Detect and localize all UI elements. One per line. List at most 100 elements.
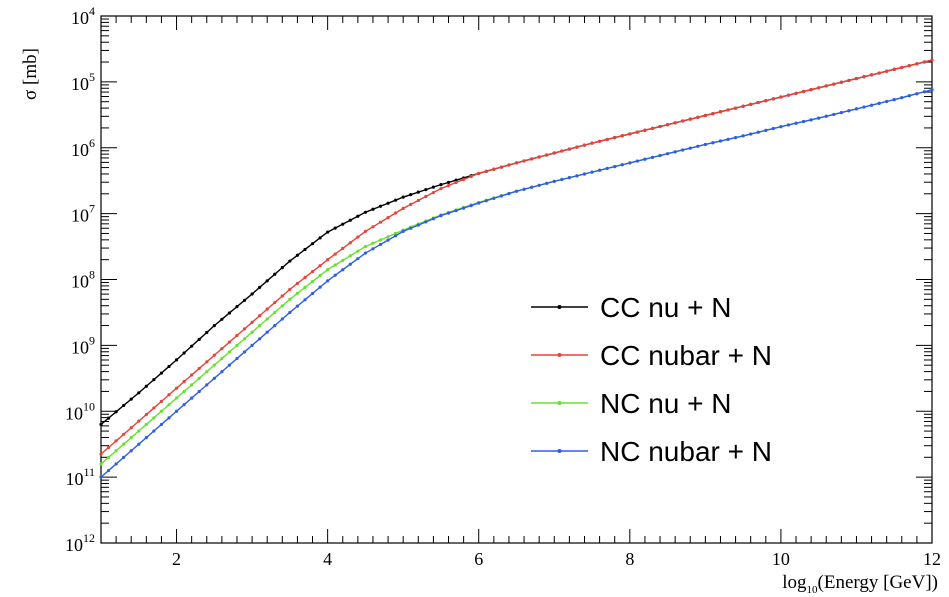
data-point <box>431 190 435 195</box>
data-point <box>801 119 806 124</box>
data-point <box>348 241 352 245</box>
data-point <box>205 330 209 335</box>
y-tick-label: 1011 <box>65 465 95 489</box>
data-point <box>907 64 911 68</box>
data-point <box>258 337 262 341</box>
data-point <box>922 90 927 94</box>
data-point <box>197 389 201 394</box>
data-point <box>137 429 141 433</box>
data-point <box>900 96 904 100</box>
x-tick-label: 2 <box>172 549 181 569</box>
y-tick-label: 106 <box>71 136 95 160</box>
data-point <box>401 195 405 199</box>
data-point <box>703 142 707 147</box>
series-nc-nubar-n <box>99 88 934 479</box>
data-point <box>129 436 133 440</box>
data-point <box>167 416 171 420</box>
data-point <box>477 171 481 176</box>
data-point <box>242 337 247 341</box>
data-point <box>696 115 700 119</box>
data-point <box>703 113 707 118</box>
data-point <box>469 203 473 208</box>
x-axis-title-rest: (Energy [GeV]) <box>818 572 938 593</box>
data-point <box>182 351 186 355</box>
data-point <box>930 58 934 62</box>
data-point <box>326 279 330 283</box>
data-point <box>190 396 194 400</box>
y-tick-label: 1012 <box>65 531 95 555</box>
data-point <box>446 183 451 188</box>
data-point <box>900 65 904 70</box>
data-point <box>326 268 330 272</box>
data-point <box>733 136 738 140</box>
data-point <box>333 273 337 277</box>
data-point <box>552 179 556 183</box>
data-point <box>665 123 670 127</box>
data-point <box>817 86 821 90</box>
data-point <box>590 170 594 174</box>
data-point <box>106 455 111 459</box>
data-point <box>552 151 556 155</box>
data-point <box>310 291 315 296</box>
data-point <box>817 116 821 120</box>
data-point <box>718 110 723 114</box>
data-point <box>295 281 300 286</box>
data-point <box>114 462 118 466</box>
data-point <box>190 344 194 348</box>
data-point <box>235 305 239 309</box>
data-point <box>484 169 488 173</box>
data-point <box>492 167 496 171</box>
data-point <box>326 230 330 234</box>
data-point <box>205 360 209 364</box>
data-point <box>159 409 164 413</box>
data-point <box>174 409 179 413</box>
data-point <box>212 363 216 367</box>
data-point <box>378 238 383 242</box>
data-point <box>416 190 420 194</box>
data-point <box>756 130 760 134</box>
data-point <box>99 475 103 479</box>
data-point <box>620 163 624 167</box>
data-point <box>348 262 352 266</box>
data-point <box>439 214 443 218</box>
data-point <box>635 130 639 134</box>
data-point <box>688 146 692 150</box>
data-point <box>892 67 896 71</box>
data-point <box>190 383 194 387</box>
data-point <box>235 343 239 347</box>
data-point <box>280 304 284 308</box>
data-point <box>545 181 549 185</box>
data-point <box>114 449 118 453</box>
data-point <box>114 439 118 443</box>
data-point <box>288 310 292 315</box>
data-point <box>235 356 239 361</box>
data-point <box>303 298 307 302</box>
series-nc-nu-n <box>99 88 934 466</box>
data-point <box>144 436 148 440</box>
data-point <box>650 155 655 159</box>
data-point <box>167 364 171 369</box>
data-point <box>220 317 224 321</box>
data-point <box>242 298 247 302</box>
data-point <box>409 226 413 230</box>
data-point <box>167 393 171 397</box>
data-point <box>273 300 277 305</box>
x-tick-label: 12 <box>923 549 941 569</box>
data-point <box>643 157 647 161</box>
data-point <box>318 236 322 240</box>
series-line <box>100 89 933 465</box>
data-point <box>197 337 201 341</box>
data-point <box>341 258 345 262</box>
data-point <box>159 422 164 427</box>
data-point <box>129 397 133 401</box>
data-point <box>152 406 156 410</box>
data-point <box>212 376 216 380</box>
data-point <box>499 165 503 169</box>
data-point <box>726 108 730 112</box>
data-point <box>665 152 670 156</box>
data-point <box>273 310 277 315</box>
data-point <box>892 98 896 102</box>
data-point <box>439 183 443 187</box>
data-point <box>250 320 254 324</box>
data-point <box>696 144 700 148</box>
